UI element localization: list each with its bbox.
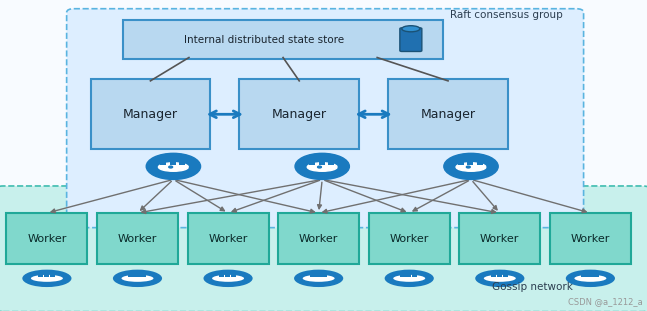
FancyBboxPatch shape xyxy=(38,273,43,277)
Circle shape xyxy=(295,153,349,179)
Ellipse shape xyxy=(384,270,433,287)
Ellipse shape xyxy=(294,270,343,287)
Text: Gossip network: Gossip network xyxy=(492,282,573,292)
Ellipse shape xyxy=(113,270,162,287)
FancyBboxPatch shape xyxy=(319,162,325,165)
FancyBboxPatch shape xyxy=(369,213,450,264)
Text: Worker: Worker xyxy=(299,234,338,244)
FancyBboxPatch shape xyxy=(587,273,593,277)
FancyBboxPatch shape xyxy=(477,162,483,165)
Text: Worker: Worker xyxy=(118,234,157,244)
Text: Worker: Worker xyxy=(27,234,67,244)
Polygon shape xyxy=(188,162,195,168)
Ellipse shape xyxy=(393,275,425,282)
FancyBboxPatch shape xyxy=(459,213,540,264)
FancyBboxPatch shape xyxy=(550,213,631,264)
FancyBboxPatch shape xyxy=(50,273,55,277)
FancyBboxPatch shape xyxy=(278,213,359,264)
Circle shape xyxy=(318,166,322,168)
Ellipse shape xyxy=(203,270,252,287)
FancyBboxPatch shape xyxy=(188,213,269,264)
FancyBboxPatch shape xyxy=(160,162,166,165)
FancyBboxPatch shape xyxy=(179,162,185,165)
FancyBboxPatch shape xyxy=(309,162,315,165)
FancyBboxPatch shape xyxy=(581,273,587,277)
FancyBboxPatch shape xyxy=(135,273,140,277)
Ellipse shape xyxy=(456,163,486,171)
Ellipse shape xyxy=(22,270,71,287)
Text: Manager: Manager xyxy=(272,108,327,121)
Text: Worker: Worker xyxy=(480,234,520,244)
Circle shape xyxy=(169,166,173,168)
FancyBboxPatch shape xyxy=(123,20,443,59)
FancyBboxPatch shape xyxy=(412,273,417,277)
FancyBboxPatch shape xyxy=(328,162,334,165)
Text: Raft consensus group: Raft consensus group xyxy=(450,10,562,20)
Text: Manager: Manager xyxy=(123,108,178,121)
FancyBboxPatch shape xyxy=(6,213,87,264)
Polygon shape xyxy=(486,162,493,168)
FancyBboxPatch shape xyxy=(225,273,230,277)
FancyBboxPatch shape xyxy=(44,273,49,277)
Ellipse shape xyxy=(307,163,337,171)
FancyBboxPatch shape xyxy=(322,273,327,277)
Polygon shape xyxy=(337,162,344,168)
Text: Manager: Manager xyxy=(421,108,476,121)
FancyBboxPatch shape xyxy=(400,273,406,277)
Circle shape xyxy=(146,153,201,179)
Ellipse shape xyxy=(575,275,606,282)
FancyBboxPatch shape xyxy=(67,9,584,228)
Text: CSDN @a_1212_a: CSDN @a_1212_a xyxy=(567,297,642,306)
FancyBboxPatch shape xyxy=(490,273,496,277)
Ellipse shape xyxy=(159,163,188,171)
FancyBboxPatch shape xyxy=(170,162,176,165)
Circle shape xyxy=(444,153,498,179)
FancyBboxPatch shape xyxy=(140,273,146,277)
Ellipse shape xyxy=(402,26,420,32)
FancyBboxPatch shape xyxy=(309,273,315,277)
Ellipse shape xyxy=(484,275,516,282)
FancyBboxPatch shape xyxy=(458,162,464,165)
FancyBboxPatch shape xyxy=(231,273,236,277)
FancyBboxPatch shape xyxy=(388,79,508,149)
Ellipse shape xyxy=(122,275,153,282)
FancyBboxPatch shape xyxy=(219,273,225,277)
Text: Worker: Worker xyxy=(571,234,610,244)
FancyBboxPatch shape xyxy=(97,213,178,264)
Ellipse shape xyxy=(212,275,244,282)
Ellipse shape xyxy=(475,270,524,287)
Text: Internal distributed state store: Internal distributed state store xyxy=(184,35,344,45)
FancyBboxPatch shape xyxy=(468,162,474,165)
FancyBboxPatch shape xyxy=(128,273,134,277)
FancyBboxPatch shape xyxy=(239,79,359,149)
FancyBboxPatch shape xyxy=(497,273,502,277)
FancyBboxPatch shape xyxy=(593,273,598,277)
FancyBboxPatch shape xyxy=(406,273,411,277)
Text: Worker: Worker xyxy=(208,234,248,244)
Text: Worker: Worker xyxy=(389,234,429,244)
FancyBboxPatch shape xyxy=(91,79,210,149)
Ellipse shape xyxy=(31,275,63,282)
Ellipse shape xyxy=(303,275,334,282)
FancyBboxPatch shape xyxy=(400,28,422,52)
Ellipse shape xyxy=(565,270,615,287)
Circle shape xyxy=(466,166,470,168)
FancyBboxPatch shape xyxy=(503,273,508,277)
FancyBboxPatch shape xyxy=(316,273,321,277)
FancyBboxPatch shape xyxy=(0,186,647,311)
